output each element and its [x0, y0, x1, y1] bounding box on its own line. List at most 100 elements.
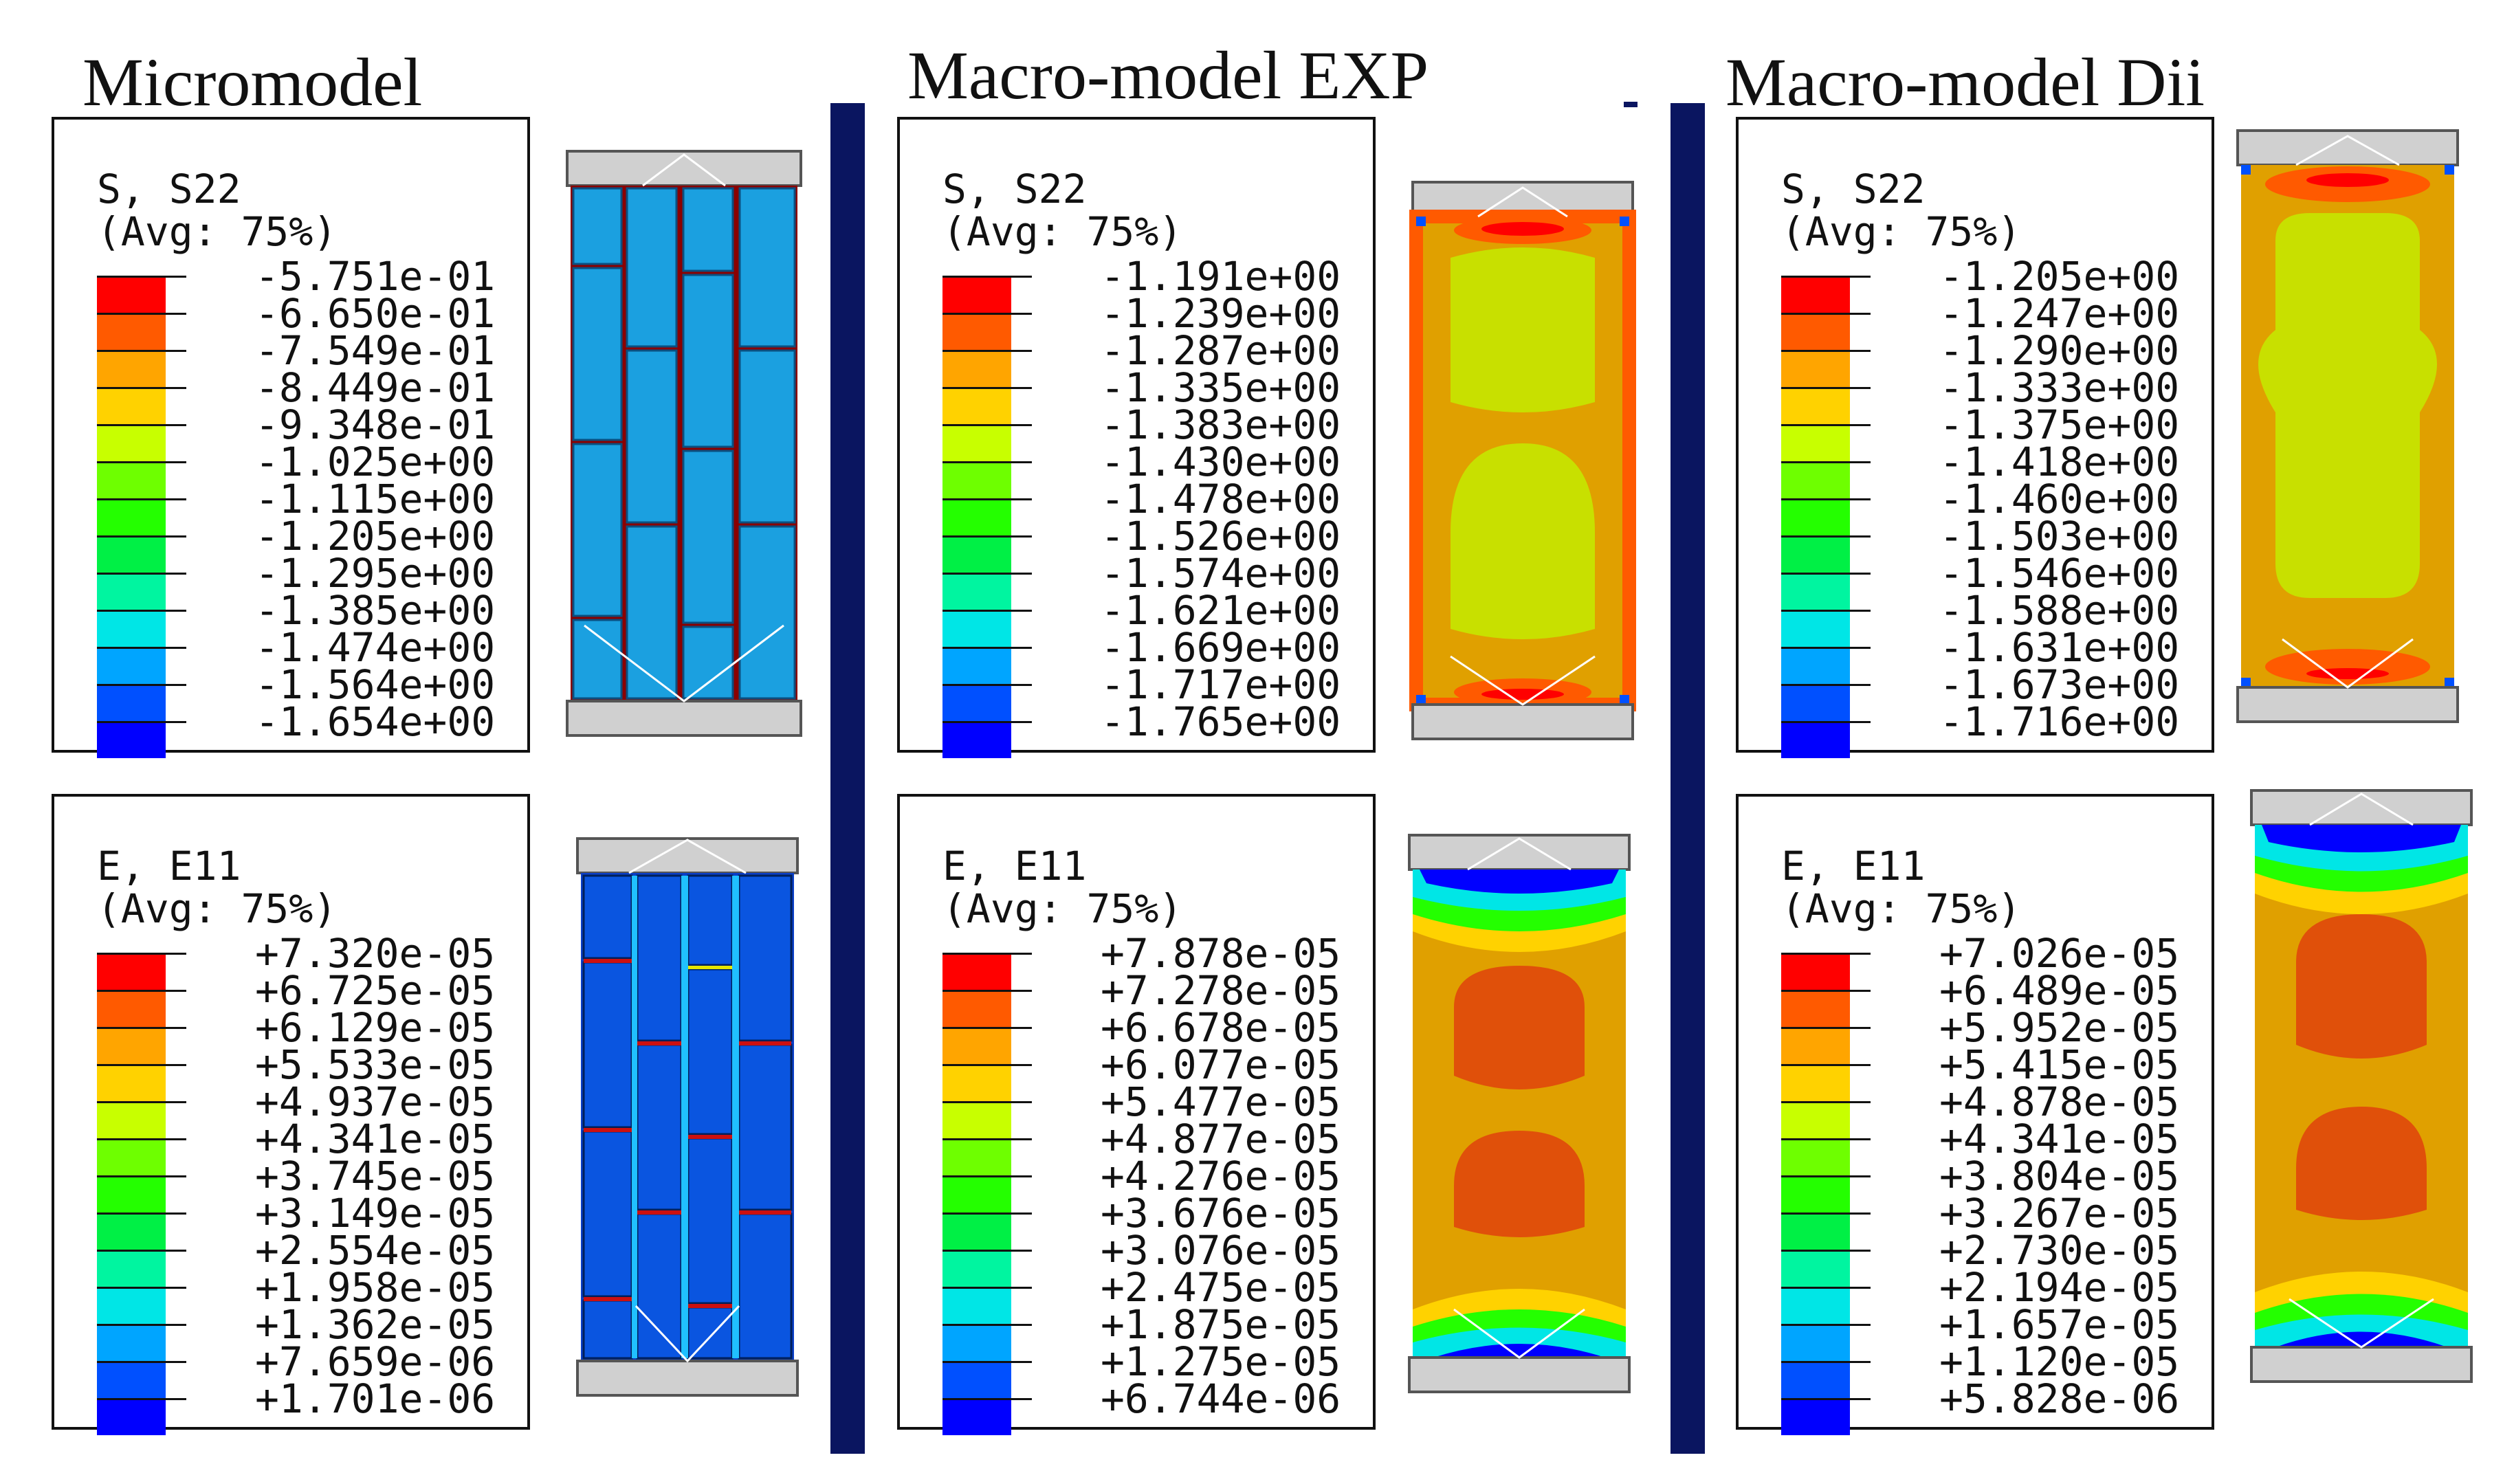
scale-tick	[1850, 573, 1871, 575]
scale-tick	[1011, 1101, 1032, 1103]
scale-tick	[166, 1175, 186, 1177]
scale-value: -1.765e+00	[1101, 698, 1341, 745]
color-swatch	[1781, 610, 1850, 647]
scale-value: -1.295e+00	[255, 550, 496, 597]
scale-tick	[1850, 461, 1871, 463]
color-swatch	[1781, 1138, 1850, 1175]
legend-avg: (Avg: 75%)	[1781, 885, 2022, 932]
color-swatch	[942, 498, 1011, 535]
scale-value: -1.546e+00	[1939, 550, 2180, 597]
scale-value: +5.828e-06	[1939, 1375, 2180, 1422]
scale-value: -1.460e+00	[1939, 476, 2180, 522]
scale-tick	[166, 461, 186, 463]
scale-tick	[166, 1212, 186, 1215]
scale-value: -1.716e+00	[1939, 698, 2180, 745]
scale-tick	[1011, 721, 1032, 723]
scale-tick	[166, 1361, 186, 1363]
scale-value: +3.076e-05	[1101, 1227, 1341, 1274]
scale-value: -1.333e+00	[1939, 364, 2180, 411]
scale-value: -1.191e+00	[1101, 253, 1341, 300]
scale-tick	[1011, 313, 1032, 315]
scale-value: -9.348e-01	[255, 401, 496, 448]
scale-value: -1.290e+00	[1939, 327, 2180, 374]
bottom-platen	[1411, 703, 1634, 740]
scale-value: -1.385e+00	[255, 587, 496, 634]
bottom-platen	[1408, 1356, 1631, 1393]
top-platen	[2250, 789, 2473, 826]
bottom-platen	[566, 700, 802, 737]
legend-dii-stress: S, S22 (Avg: 75%) -1.205e+00 -1.247e+00 -1…	[1736, 117, 2214, 758]
bottom-platen	[2250, 1346, 2473, 1383]
color-swatch	[1781, 498, 1850, 535]
color-swatch	[1781, 1027, 1850, 1064]
color-swatch	[1781, 1101, 1850, 1138]
scale-value: +5.533e-05	[255, 1041, 496, 1088]
color-swatch	[97, 1287, 166, 1324]
title-macro-exp: Macro-model EXP	[907, 37, 1429, 113]
color-swatch	[1781, 1175, 1850, 1212]
scale-tick	[1011, 610, 1032, 612]
color-swatch	[97, 647, 166, 684]
scale-value: -1.503e+00	[1939, 513, 2180, 560]
scale-value: +3.676e-05	[1101, 1190, 1341, 1237]
scale-tick	[166, 1064, 186, 1066]
scale-value: -1.430e+00	[1101, 439, 1341, 485]
scale-value: -5.751e-01	[255, 253, 496, 300]
color-swatch	[942, 313, 1011, 350]
scale-value: +1.362e-05	[255, 1301, 496, 1348]
title-dash-mark	[1624, 102, 1638, 107]
top-platen	[566, 150, 802, 187]
scale-value: +6.744e-06	[1101, 1375, 1341, 1422]
scale-tick	[1011, 1361, 1032, 1363]
scale-value: -1.526e+00	[1101, 513, 1341, 560]
scale-tick	[1850, 1361, 1871, 1363]
legend-avg: (Avg: 75%)	[97, 208, 338, 255]
scale-tick	[166, 1250, 186, 1252]
scale-tick	[1011, 498, 1032, 500]
scale-tick	[166, 953, 186, 955]
scale-tick	[1011, 461, 1032, 463]
scale-tick	[1011, 1398, 1032, 1400]
micro-strain-contour	[576, 837, 799, 1397]
scale-value: -7.549e-01	[255, 327, 496, 374]
color-swatch	[942, 1361, 1011, 1398]
scale-value: +3.745e-05	[255, 1153, 496, 1199]
bottom-platen	[2236, 686, 2459, 723]
color-swatch	[942, 610, 1011, 647]
color-swatch	[1781, 573, 1850, 610]
scale-tick	[1850, 647, 1871, 649]
scale-tick	[1011, 276, 1032, 278]
title-micromodel: Micromodel	[82, 44, 423, 120]
scale-tick	[166, 424, 186, 426]
color-swatch	[942, 990, 1011, 1027]
legend-avg: (Avg: 75%)	[942, 208, 1183, 255]
scale-tick	[1850, 610, 1871, 612]
color-swatch	[942, 276, 1011, 313]
scale-tick	[1011, 647, 1032, 649]
scale-value: +4.341e-05	[1939, 1116, 2180, 1162]
scale-value: -1.247e+00	[1939, 290, 2180, 337]
color-swatch	[942, 1398, 1011, 1435]
bottom-platen	[576, 1360, 799, 1397]
scale-value: +1.875e-05	[1101, 1301, 1341, 1348]
scale-value: -8.449e-01	[255, 364, 496, 411]
color-swatch	[97, 1027, 166, 1064]
legend-dii-strain: E, E11 (Avg: 75%) +7.026e-05 +6.489e-05 +5…	[1736, 794, 2214, 1435]
scale-tick	[1850, 498, 1871, 500]
scale-tick	[166, 684, 186, 686]
color-swatch	[942, 1250, 1011, 1287]
scale-tick	[166, 387, 186, 389]
scale-tick	[1850, 1064, 1871, 1066]
color-swatch	[97, 1064, 166, 1101]
color-swatch	[97, 721, 166, 758]
color-swatch	[97, 1361, 166, 1398]
scale-tick	[166, 1324, 186, 1326]
scale-tick	[166, 610, 186, 612]
scale-value: -1.478e+00	[1101, 476, 1341, 522]
scale-value: +5.477e-05	[1101, 1078, 1341, 1125]
scale-value: -1.717e+00	[1101, 661, 1341, 708]
color-swatch	[942, 647, 1011, 684]
scale-value: +4.878e-05	[1939, 1078, 2180, 1125]
color-swatch	[942, 721, 1011, 758]
scale-tick	[1011, 350, 1032, 352]
